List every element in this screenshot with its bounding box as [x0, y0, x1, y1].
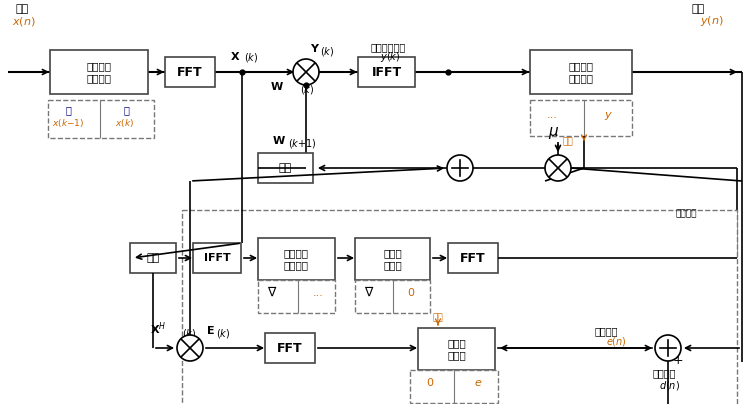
Text: $y$: $y$ [603, 110, 612, 122]
Bar [410, 370, 498, 403]
Text: 保留后一
个数据块: 保留后一 个数据块 [569, 61, 593, 83]
Text: $\mu$: $\mu$ [548, 125, 559, 141]
Text: 梯度约束: 梯度约束 [675, 209, 697, 218]
Text: $x(k{-}1)$: $x(k{-}1)$ [52, 117, 84, 129]
Text: 0: 0 [407, 288, 414, 298]
Text: 输入: 输入 [16, 4, 29, 14]
Text: 延时: 延时 [279, 163, 292, 173]
Text: $y(k)$: $y(k)$ [380, 50, 400, 64]
Text: 数据块
后补零: 数据块 后补零 [383, 248, 402, 270]
Text: $(k)$: $(k)$ [320, 44, 334, 57]
Text: 去除后一
个数据块: 去除后一 个数据块 [284, 248, 309, 270]
Circle shape [293, 59, 319, 85]
Circle shape [447, 155, 473, 181]
Bar [530, 100, 632, 136]
Text: FFT: FFT [460, 252, 486, 265]
Circle shape [655, 335, 681, 361]
Text: 旧: 旧 [65, 105, 71, 115]
Text: IFFT: IFFT [371, 65, 401, 78]
Text: $\mathbf{Y}$: $\mathbf{Y}$ [310, 42, 321, 54]
Bar [265, 333, 315, 363]
Bar [258, 153, 313, 183]
Text: $\mathbf{X}^H$: $\mathbf{X}^H$ [150, 321, 166, 337]
Text: 时域输出信号: 时域输出信号 [370, 42, 406, 52]
Text: $x(k)$: $x(k)$ [116, 117, 135, 129]
Text: 数据块
前补零: 数据块 前补零 [447, 338, 466, 360]
Text: +: + [673, 354, 683, 367]
Bar [258, 238, 335, 280]
Bar [448, 243, 498, 273]
Text: $\nabla$: $\nabla$ [364, 286, 374, 299]
Bar [50, 50, 148, 94]
Text: 误差信号: 误差信号 [594, 326, 618, 336]
Text: 输出: 输出 [692, 4, 705, 14]
Bar [258, 280, 335, 313]
Text: 级联两块
输入信号: 级联两块 输入信号 [86, 61, 111, 83]
Text: IFFT: IFFT [203, 253, 231, 263]
Text: 0: 0 [426, 378, 433, 388]
Bar [182, 210, 737, 404]
Text: $\mathbf{W}$: $\mathbf{W}$ [272, 134, 286, 146]
Text: $x(n)$: $x(n)$ [12, 15, 36, 27]
Text: 共轭: 共轭 [147, 253, 160, 263]
Text: 废弃: 废弃 [562, 137, 573, 146]
Text: $y(n)$: $y(n)$ [700, 14, 723, 28]
Text: 新: 新 [123, 105, 129, 115]
Text: $e(n)$: $e(n)$ [606, 335, 627, 347]
Text: $\mathbf{X}$: $\mathbf{X}$ [230, 50, 240, 62]
Text: $(k)$: $(k)$ [216, 326, 231, 339]
Bar [165, 57, 215, 87]
Text: ...: ... [312, 288, 324, 298]
Circle shape [177, 335, 203, 361]
Bar [358, 57, 415, 87]
Text: $(k{+}1)$: $(k{+}1)$ [288, 137, 317, 149]
Text: $(k)$: $(k)$ [182, 326, 197, 339]
Circle shape [545, 155, 571, 181]
Text: $e$: $e$ [474, 378, 482, 388]
Text: ...: ... [547, 110, 557, 120]
Text: FFT: FFT [277, 341, 303, 354]
Text: FFT: FFT [177, 65, 203, 78]
Text: $(k)$: $(k)$ [300, 82, 314, 95]
Bar [355, 238, 430, 280]
Bar [48, 100, 154, 138]
Text: $\mathbf{W}$: $\mathbf{W}$ [270, 80, 284, 92]
Bar [355, 280, 430, 313]
Text: $\nabla$: $\nabla$ [267, 286, 277, 299]
Bar [530, 50, 632, 94]
Text: $\mathbf{E}$: $\mathbf{E}$ [206, 324, 215, 336]
Text: 期望响应: 期望响应 [652, 368, 676, 378]
Bar [418, 328, 495, 370]
Text: 废弃: 废弃 [432, 313, 443, 322]
Text: $d(n)$: $d(n)$ [659, 379, 680, 391]
Bar [130, 243, 176, 273]
Text: $(k)$: $(k)$ [244, 50, 259, 63]
Bar [193, 243, 241, 273]
